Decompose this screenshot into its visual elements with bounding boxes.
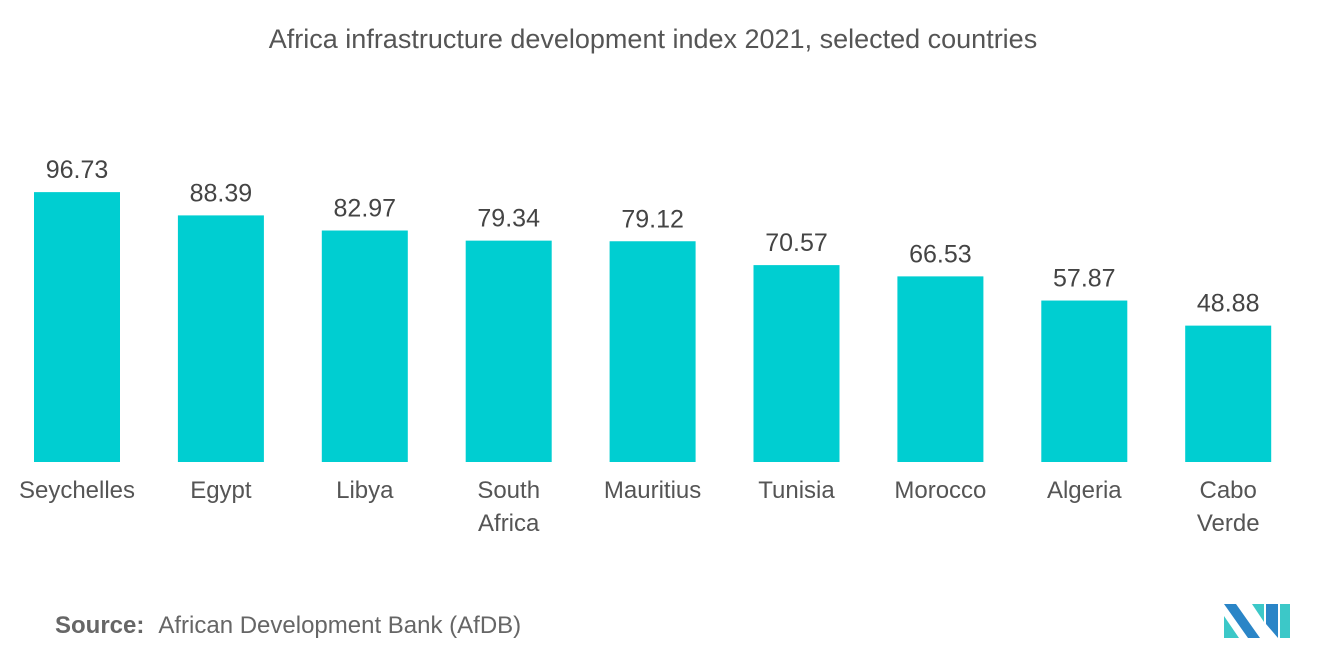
- data-label: 82.97: [334, 195, 397, 223]
- data-label: 57.87: [1053, 265, 1116, 293]
- data-label: 79.34: [477, 205, 540, 233]
- category-label: Mauritius: [604, 477, 701, 504]
- bar-morocco: [897, 276, 984, 462]
- data-label: 88.39: [190, 179, 253, 207]
- logo-icon: [1224, 604, 1290, 638]
- category-label: Seychelles: [19, 477, 135, 504]
- bar-libya: [321, 230, 408, 462]
- bar-south-africa: [465, 240, 552, 462]
- category-label: Libya: [336, 477, 394, 504]
- category-label: Cabo Verde: [1197, 477, 1260, 537]
- source-note: Source: African Development Bank (AfDB): [55, 612, 521, 640]
- bar-seychelles: [34, 192, 120, 463]
- source-text: African Development Bank (AfDB): [158, 612, 522, 639]
- bar-chart: 96.73 Seychelles 88.39 Egypt 82.97 Libya 79.34…: [19, 156, 1272, 537]
- bar-tunisia: [753, 265, 840, 462]
- bar-algeria: [1041, 300, 1128, 462]
- data-label: 48.88: [1197, 290, 1260, 318]
- category-label: Egypt: [190, 477, 252, 504]
- category-label: South Africa: [477, 477, 540, 537]
- data-label: 96.73: [46, 156, 109, 184]
- source-label: Source:: [55, 612, 145, 639]
- data-label: 79.12: [621, 205, 684, 233]
- data-label: 70.57: [765, 229, 828, 257]
- bar-cabo-verde: [1185, 325, 1272, 462]
- category-label: Algeria: [1047, 477, 1122, 504]
- bar-mauritius: [609, 241, 696, 462]
- category-label: Morocco: [894, 477, 986, 504]
- data-label: 66.53: [909, 240, 972, 268]
- category-label: Tunisia: [758, 477, 835, 504]
- chart-title: Africa infrastructure development index …: [268, 24, 1038, 54]
- bar-egypt: [177, 215, 264, 462]
